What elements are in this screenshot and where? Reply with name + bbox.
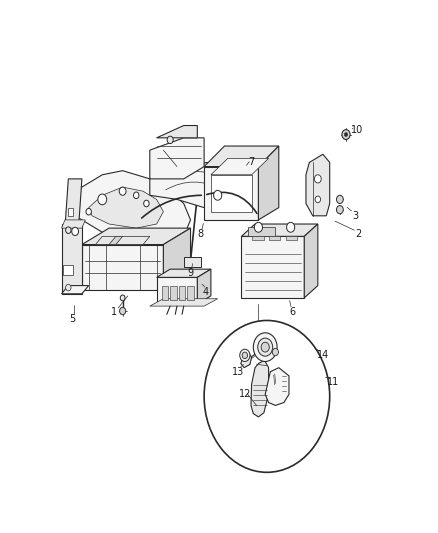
Polygon shape [63,265,74,276]
Polygon shape [204,146,279,166]
Text: 5: 5 [69,314,75,324]
Text: 9: 9 [187,268,194,278]
Circle shape [120,308,126,314]
Text: 11: 11 [327,377,339,387]
Circle shape [167,136,173,143]
Text: 1: 1 [111,307,117,317]
Polygon shape [241,353,251,368]
Circle shape [336,206,343,214]
Circle shape [286,222,295,232]
Polygon shape [88,187,163,228]
Text: 12: 12 [239,389,251,399]
Polygon shape [162,286,169,300]
Circle shape [214,190,222,200]
Polygon shape [241,224,318,236]
Polygon shape [163,228,191,290]
Polygon shape [82,228,191,245]
Polygon shape [82,245,163,290]
Polygon shape [197,269,211,304]
Circle shape [119,187,126,195]
Polygon shape [150,163,241,207]
Circle shape [204,320,330,472]
Circle shape [258,338,273,356]
Polygon shape [67,208,74,216]
Polygon shape [265,368,289,406]
Circle shape [86,208,92,215]
Circle shape [72,227,78,236]
Polygon shape [156,269,211,277]
Polygon shape [156,277,197,304]
Text: 10: 10 [351,125,363,135]
Polygon shape [286,236,297,240]
Polygon shape [211,158,268,175]
Circle shape [344,133,348,136]
Polygon shape [150,138,204,179]
Polygon shape [61,224,82,294]
Text: 14: 14 [317,350,329,360]
Polygon shape [184,257,201,267]
Text: 13: 13 [232,367,244,377]
Circle shape [120,295,125,301]
Polygon shape [251,236,264,240]
Circle shape [144,200,149,207]
Polygon shape [156,126,197,138]
Polygon shape [211,175,251,212]
Polygon shape [268,236,280,240]
Polygon shape [258,146,279,220]
Polygon shape [61,220,85,228]
Polygon shape [241,236,304,298]
Polygon shape [304,224,318,298]
Circle shape [134,192,139,199]
Polygon shape [187,286,194,300]
Polygon shape [150,298,218,306]
Polygon shape [179,286,185,300]
Polygon shape [170,286,177,300]
Polygon shape [248,227,276,236]
Circle shape [66,284,71,291]
Polygon shape [61,286,88,294]
Polygon shape [65,179,82,228]
Polygon shape [109,236,123,245]
Text: 8: 8 [198,229,204,239]
Circle shape [315,196,321,203]
Text: 6: 6 [290,307,295,317]
Circle shape [314,175,321,183]
Circle shape [98,194,107,205]
Text: 2: 2 [355,229,362,239]
Circle shape [242,352,247,359]
Circle shape [342,130,350,140]
Circle shape [66,227,71,233]
Circle shape [336,195,343,204]
Polygon shape [251,360,268,417]
Polygon shape [68,171,191,248]
Polygon shape [306,154,330,216]
Circle shape [240,349,250,361]
Polygon shape [95,236,150,245]
Text: 7: 7 [248,157,255,167]
Circle shape [253,333,277,361]
Circle shape [254,222,262,232]
Polygon shape [204,166,258,220]
Circle shape [272,349,279,356]
Text: 3: 3 [352,211,358,221]
Text: 4: 4 [203,287,209,297]
Circle shape [261,342,269,352]
